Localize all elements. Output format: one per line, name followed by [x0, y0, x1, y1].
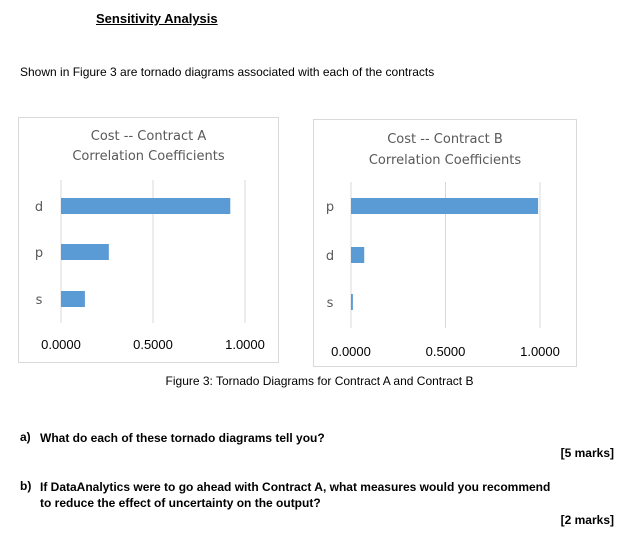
category-label: p	[326, 200, 334, 215]
question-text: What do each of these tornado diagrams t…	[40, 431, 325, 445]
category-label: p	[35, 246, 43, 261]
x-tick-label: 0.5000	[133, 337, 173, 352]
category-label: s	[36, 293, 43, 308]
chart-plot-area: 0.0000 0.5000 1.0000 p d s	[326, 182, 560, 359]
x-tick-label: 1.0000	[520, 344, 560, 359]
intro-text: Shown in Figure 3 are tornado diagrams a…	[20, 65, 435, 79]
question-label: a)	[20, 430, 31, 444]
category-label: d	[326, 249, 334, 264]
section-heading: Sensitivity Analysis	[96, 11, 218, 26]
x-tick-label: 0.0000	[331, 344, 371, 359]
x-tick-label: 0.0000	[41, 337, 81, 352]
bar-s	[61, 291, 85, 307]
bar-p	[61, 244, 109, 260]
question-text-line1: If DataAnalytics were to go ahead with C…	[40, 480, 551, 494]
question-label: b)	[20, 479, 32, 493]
figure-caption: Figure 3: Tornado Diagrams for Contract …	[165, 374, 474, 388]
marks-a: [5 marks]	[560, 446, 614, 460]
x-tick-label: 0.5000	[426, 344, 466, 359]
chart-title-line1: Cost -- Contract B	[387, 132, 503, 147]
bar-p	[351, 198, 539, 214]
category-label: s	[327, 296, 334, 311]
marks-b: [2 marks]	[560, 513, 614, 527]
chart-plot-area: 0.0000 0.5000 1.0000 d p s	[35, 180, 265, 352]
tornado-chart-contract-a: Cost -- Contract A Correlation Coefficie…	[18, 117, 279, 363]
tornado-chart-contract-b: Cost -- Contract B Correlation Coefficie…	[313, 119, 577, 367]
x-tick-label: 1.0000	[225, 337, 265, 352]
chart-title-line2: Correlation Coefficients	[368, 153, 522, 168]
bar-d	[351, 247, 365, 263]
category-label: d	[35, 200, 43, 215]
chart-title-line1: Cost -- Contract A	[90, 129, 207, 144]
chart-title-line2: Correlation Coefficients	[72, 149, 225, 164]
question-a: a) What do each of these tornado diagram…	[20, 430, 620, 446]
question-b: b) If DataAnalytics were to go ahead wit…	[20, 479, 630, 513]
question-text-line2: to reduce the effect of uncertainty on t…	[40, 496, 321, 510]
bar-d	[61, 198, 231, 214]
bar-s	[351, 294, 353, 310]
